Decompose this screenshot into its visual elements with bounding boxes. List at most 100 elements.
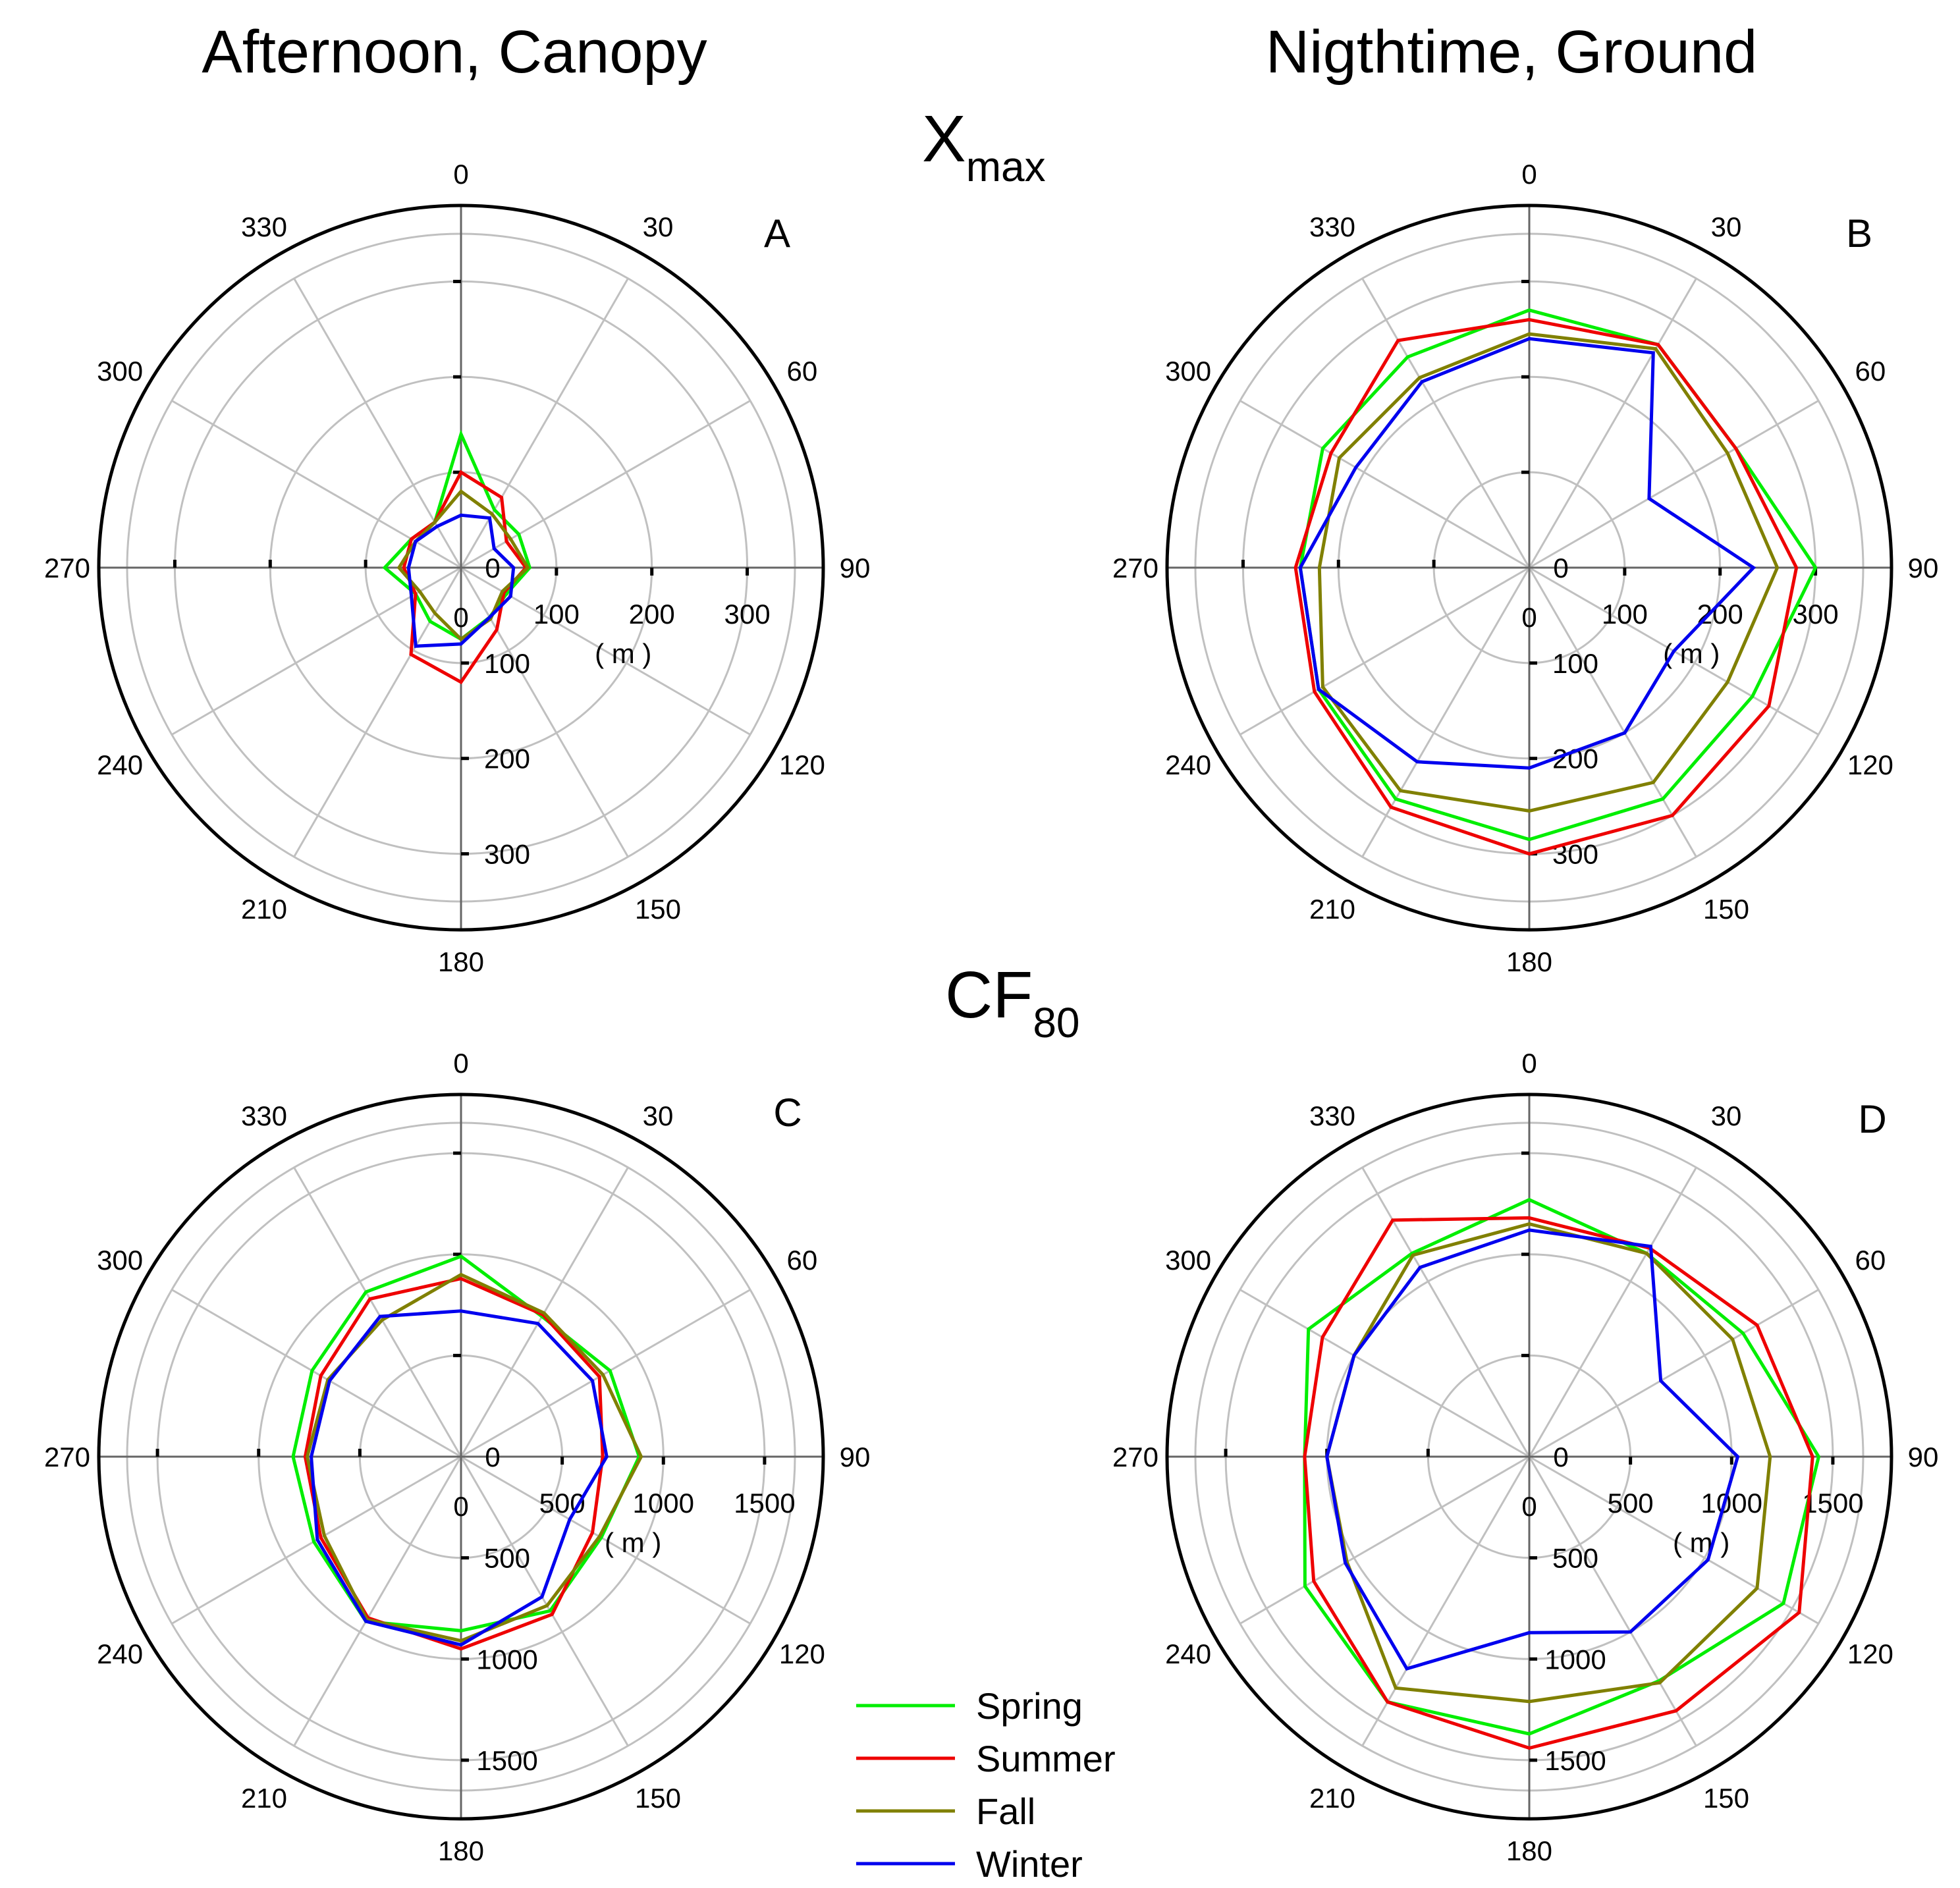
angle-tick-label: 30	[643, 211, 674, 242]
radial-tick-label: 1500	[1544, 1745, 1606, 1776]
radial-spoke	[1528, 1456, 1697, 1746]
angle-tick-label: 30	[1711, 211, 1742, 242]
angle-tick-label: 0	[1521, 159, 1537, 190]
angle-tick-label: 210	[241, 1783, 287, 1814]
angle-tick-label: 210	[1309, 1783, 1355, 1814]
angle-tick-label: 30	[643, 1100, 674, 1131]
angle-tick-label: 0	[453, 1048, 468, 1079]
row-title-cf80-main: CF	[945, 958, 1033, 1032]
angle-tick-label: 210	[1309, 894, 1355, 925]
radial-spoke	[460, 400, 751, 569]
radial-spoke	[1239, 1289, 1530, 1458]
row-title-cf80: CF80	[945, 958, 1080, 1046]
angle-tick-label: 60	[1855, 356, 1886, 387]
panel-letter: C	[773, 1091, 802, 1135]
radial-tick-label: 1000	[633, 1488, 694, 1519]
radial-spoke	[1361, 1167, 1531, 1457]
angle-tick-label: 150	[635, 894, 681, 925]
angle-tick-label: 210	[241, 894, 287, 925]
series-fall-line	[1325, 1222, 1772, 1704]
radial-tick-label: 500	[484, 1543, 530, 1574]
radial-spoke	[1528, 278, 1697, 568]
panel-letter: B	[1846, 211, 1872, 256]
row-title-xmax: Xmax	[922, 102, 1046, 190]
radial-tick-label: 200	[484, 743, 530, 774]
angle-tick-label: 30	[1711, 1100, 1742, 1131]
angle-tick-label: 330	[1309, 211, 1355, 242]
angle-tick-label: 0	[453, 159, 468, 190]
radial-tick-label: 1000	[476, 1644, 537, 1675]
radial-spoke	[171, 400, 462, 569]
radial-spoke	[293, 1167, 462, 1457]
outer-circle	[1165, 203, 1893, 932]
angle-tick-label: 240	[97, 749, 143, 780]
radial-tick-label: 100	[484, 648, 530, 679]
series-spring-line	[1303, 1198, 1821, 1736]
series-winter-line	[406, 513, 516, 648]
radial-tick-label: 100	[1552, 648, 1598, 679]
radial-tick-label: 100	[1602, 599, 1648, 630]
series-winter-line	[1298, 337, 1756, 770]
radial-tick-label: 0	[453, 1491, 468, 1522]
radial-tick-label: 500	[1608, 1488, 1654, 1519]
radial-spoke	[1239, 566, 1530, 736]
angle-tick-label: 330	[1309, 1100, 1355, 1131]
angle-tick-label: 0	[1521, 1048, 1537, 1079]
radial-tick-label: 100	[533, 599, 580, 630]
row-title-xmax-main: X	[922, 102, 966, 176]
radial-tick-label: 1500	[734, 1488, 795, 1519]
angle-tick-label: 300	[97, 356, 143, 387]
series-summer-line	[303, 1276, 605, 1651]
radial-tick-label: 300	[484, 839, 530, 870]
angle-tick-label: 240	[1165, 749, 1211, 780]
angle-tick-label: 60	[787, 1245, 818, 1276]
angle-tick-label: 240	[97, 1638, 143, 1669]
radial-tick-label: 1000	[1544, 1644, 1606, 1675]
angle-tick-label: 330	[241, 1100, 287, 1131]
radial-spoke	[460, 1456, 629, 1746]
radial-spoke	[1239, 1455, 1530, 1625]
radial-spoke	[293, 567, 462, 857]
radial-tick-label: 0	[485, 553, 500, 583]
radial-tick-label: 0	[453, 602, 468, 633]
angle-tick-label: 150	[635, 1783, 681, 1814]
legend-label-spring: Spring	[976, 1685, 1083, 1727]
radial-spoke	[1361, 1456, 1531, 1746]
row-title-xmax-sub: max	[966, 143, 1046, 190]
column-title-left: Afternoon, Canopy	[202, 18, 707, 86]
outer-circle	[97, 1092, 825, 1821]
radial-spoke	[460, 1455, 751, 1625]
radial-tick-label: 300	[724, 599, 771, 630]
radial-spoke	[171, 1289, 462, 1458]
radial-spoke	[460, 278, 629, 568]
radial-spoke	[1529, 400, 1819, 569]
angle-tick-label: 300	[1165, 1245, 1211, 1276]
radial-spoke	[293, 278, 462, 568]
radial-spoke	[171, 566, 462, 736]
column-title-right: Nigthtime, Ground	[1266, 18, 1758, 86]
series-winter-line	[310, 1309, 609, 1647]
radial-spoke	[1529, 1455, 1819, 1625]
series-summer-line	[1293, 317, 1799, 856]
angle-tick-label: 120	[1847, 749, 1893, 780]
angle-tick-label: 240	[1165, 1638, 1211, 1669]
radial-tick-label: 1000	[1701, 1488, 1762, 1519]
angle-tick-label: 300	[1165, 356, 1211, 387]
outer-circle	[97, 203, 825, 932]
row-title-cf80-sub: 80	[1033, 999, 1079, 1046]
angle-tick-label: 270	[44, 553, 90, 583]
unit-label: ( m )	[1673, 1527, 1729, 1558]
legend-label-fall: Fall	[976, 1791, 1035, 1832]
radial-spoke	[1361, 278, 1531, 568]
series-winter-line	[1325, 1228, 1740, 1671]
radial-tick-label: 200	[1552, 743, 1598, 774]
radial-tick-label: 0	[1521, 602, 1537, 633]
angle-tick-label: 300	[97, 1245, 143, 1276]
angle-tick-label: 120	[1847, 1638, 1893, 1669]
